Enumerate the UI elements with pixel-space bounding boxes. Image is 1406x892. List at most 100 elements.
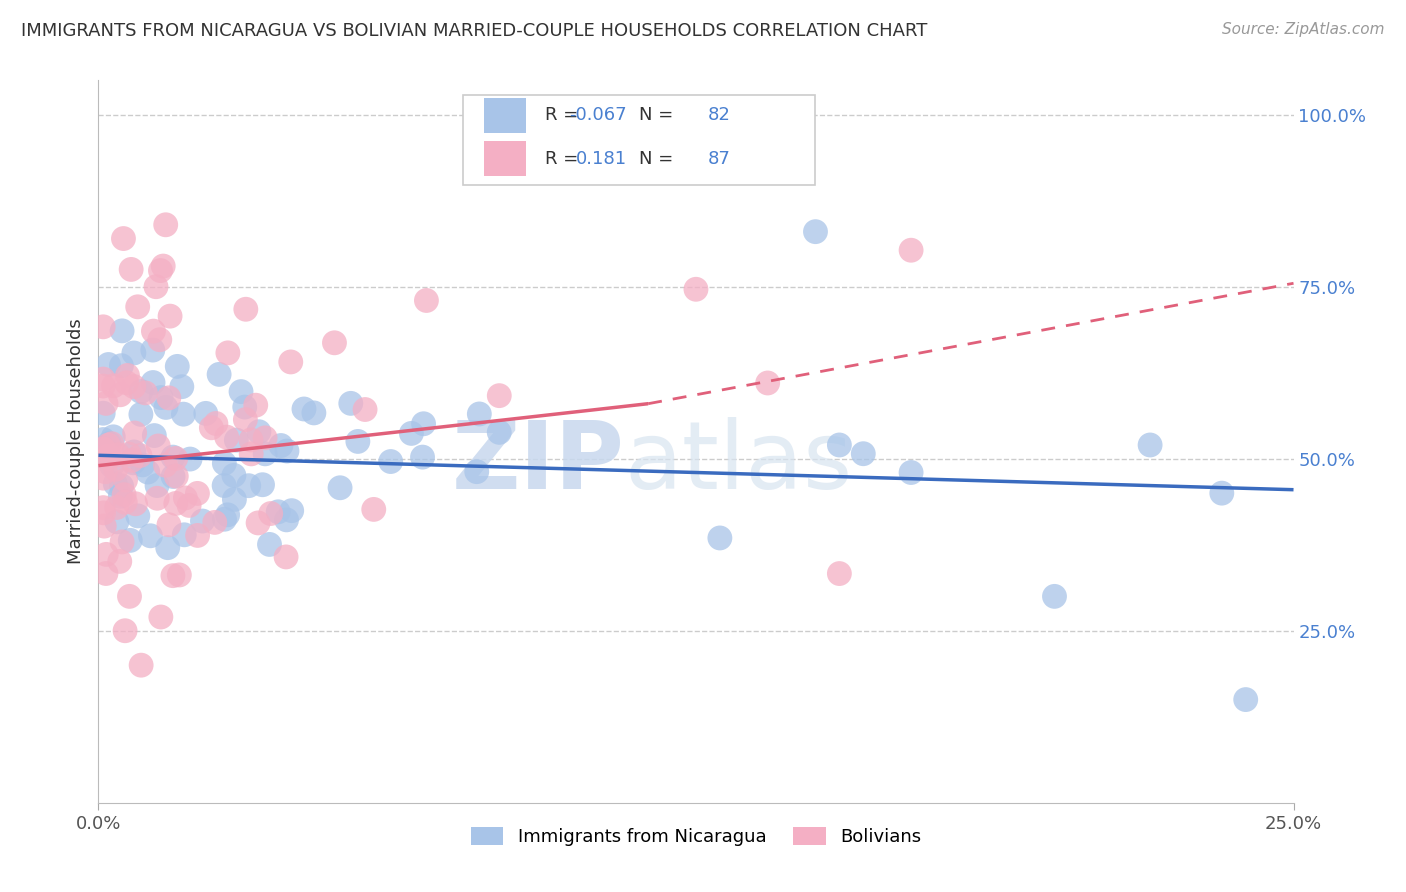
Point bbox=[280, 503, 302, 517]
Point bbox=[97, 358, 120, 372]
Point bbox=[259, 537, 281, 551]
Point bbox=[274, 549, 297, 564]
Point bbox=[165, 469, 187, 483]
Point bbox=[149, 263, 172, 277]
Point bbox=[94, 396, 117, 410]
Point bbox=[170, 380, 193, 394]
Point bbox=[215, 430, 238, 444]
Point bbox=[103, 379, 125, 393]
Point bbox=[254, 431, 277, 445]
Point bbox=[214, 456, 236, 470]
Point bbox=[247, 425, 270, 439]
Point bbox=[186, 486, 208, 500]
Point bbox=[329, 481, 352, 495]
Point bbox=[233, 400, 256, 414]
Point bbox=[136, 465, 159, 479]
Text: 82: 82 bbox=[707, 106, 731, 124]
Point bbox=[224, 492, 246, 507]
Point bbox=[122, 346, 145, 360]
Point bbox=[131, 458, 153, 472]
Point bbox=[114, 495, 136, 509]
Point bbox=[96, 439, 118, 453]
Point bbox=[155, 218, 177, 232]
Point bbox=[101, 436, 124, 450]
Point bbox=[91, 500, 114, 515]
Point bbox=[115, 376, 138, 390]
Point bbox=[121, 453, 143, 467]
Point bbox=[401, 426, 423, 441]
Point bbox=[112, 488, 135, 502]
Point bbox=[828, 566, 851, 581]
Point bbox=[173, 528, 195, 542]
Point bbox=[117, 368, 139, 383]
Point bbox=[260, 507, 283, 521]
Text: atlas: atlas bbox=[624, 417, 852, 509]
Point bbox=[157, 391, 180, 405]
Point bbox=[252, 477, 274, 491]
Point bbox=[91, 449, 114, 463]
Point bbox=[129, 384, 152, 399]
Point bbox=[245, 398, 267, 412]
Text: 0.181: 0.181 bbox=[575, 150, 627, 168]
Point bbox=[165, 451, 187, 466]
Text: N =: N = bbox=[638, 150, 673, 168]
Point bbox=[152, 259, 174, 273]
Point bbox=[148, 439, 170, 453]
Point bbox=[488, 425, 510, 440]
Point bbox=[91, 406, 114, 420]
Point bbox=[110, 489, 132, 503]
Point bbox=[105, 515, 128, 529]
Point bbox=[174, 491, 197, 505]
Point bbox=[94, 566, 117, 581]
Point bbox=[217, 508, 239, 522]
Point bbox=[212, 478, 235, 492]
Point bbox=[110, 388, 132, 402]
Point bbox=[150, 391, 173, 405]
Point bbox=[159, 309, 181, 323]
Point bbox=[142, 376, 165, 390]
Point bbox=[127, 300, 149, 314]
Point bbox=[323, 335, 346, 350]
Point bbox=[685, 282, 707, 296]
Point bbox=[415, 293, 437, 308]
Point bbox=[114, 624, 136, 638]
Point bbox=[127, 508, 149, 523]
Point bbox=[239, 433, 262, 447]
Point bbox=[118, 447, 141, 461]
Point bbox=[709, 531, 731, 545]
Point bbox=[240, 447, 263, 461]
Point bbox=[194, 406, 217, 420]
Point bbox=[229, 384, 252, 399]
Point bbox=[157, 517, 180, 532]
Point bbox=[162, 568, 184, 582]
Point bbox=[103, 430, 125, 444]
Point bbox=[187, 528, 209, 542]
Point bbox=[468, 407, 491, 421]
Text: 87: 87 bbox=[707, 150, 731, 168]
Point bbox=[93, 506, 115, 520]
Point bbox=[155, 458, 177, 473]
Point bbox=[91, 471, 114, 485]
Point bbox=[110, 479, 132, 493]
Point bbox=[166, 359, 188, 374]
FancyBboxPatch shape bbox=[463, 95, 815, 185]
Point bbox=[302, 406, 325, 420]
Point bbox=[129, 408, 152, 422]
Point bbox=[465, 465, 488, 479]
Point bbox=[756, 376, 779, 390]
Point bbox=[114, 473, 136, 487]
Point bbox=[143, 428, 166, 442]
Point bbox=[162, 469, 184, 483]
Point bbox=[104, 462, 127, 476]
Point bbox=[1043, 590, 1066, 604]
Point bbox=[280, 355, 302, 369]
Point bbox=[100, 458, 122, 473]
Point bbox=[91, 319, 114, 334]
Text: N =: N = bbox=[638, 106, 673, 124]
Point bbox=[118, 590, 141, 604]
Point bbox=[122, 379, 145, 393]
Point bbox=[363, 502, 385, 516]
Point bbox=[93, 519, 115, 533]
Point bbox=[254, 447, 277, 461]
Point bbox=[804, 225, 827, 239]
